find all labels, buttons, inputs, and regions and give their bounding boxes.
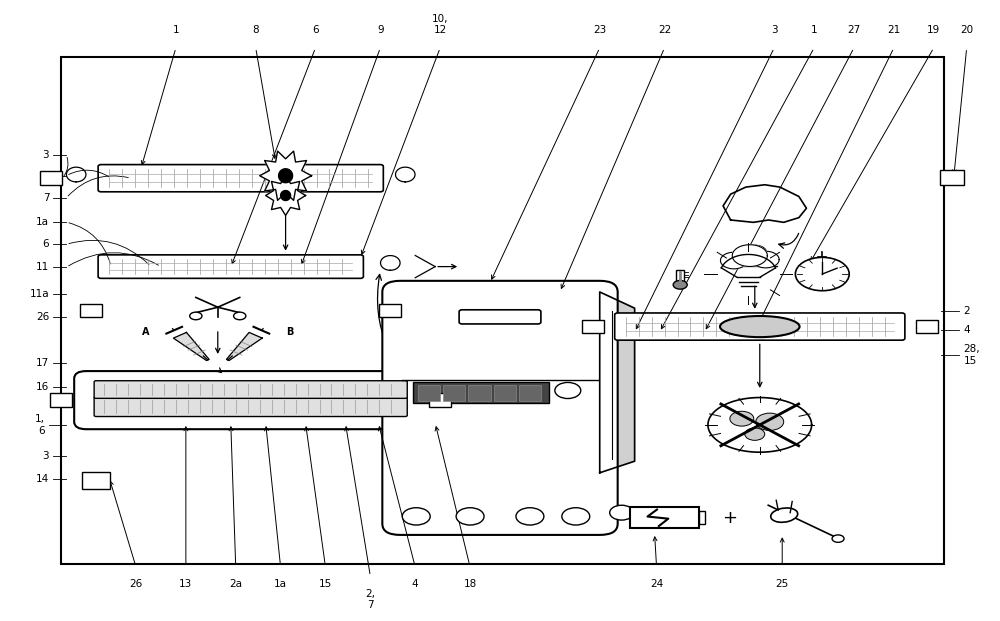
Bar — [80, 304, 102, 317]
Text: 1a: 1a — [274, 579, 287, 589]
Text: 16: 16 — [36, 381, 49, 392]
Bar — [916, 320, 938, 333]
Text: 2a: 2a — [229, 579, 242, 589]
Text: 3: 3 — [771, 25, 778, 35]
Polygon shape — [600, 292, 635, 473]
Text: 10,
12: 10, 12 — [432, 14, 448, 35]
FancyBboxPatch shape — [94, 397, 407, 417]
FancyBboxPatch shape — [615, 313, 905, 340]
Text: 3: 3 — [43, 451, 49, 461]
FancyBboxPatch shape — [382, 281, 618, 535]
Text: 26: 26 — [36, 312, 49, 322]
Ellipse shape — [771, 508, 798, 522]
Polygon shape — [742, 245, 767, 260]
Text: 19: 19 — [927, 25, 940, 35]
Text: 1: 1 — [173, 25, 179, 35]
Polygon shape — [752, 252, 779, 268]
Polygon shape — [173, 332, 209, 361]
Circle shape — [610, 505, 634, 520]
Text: 18: 18 — [463, 579, 477, 589]
Circle shape — [190, 312, 202, 320]
Text: 23: 23 — [593, 25, 606, 35]
Circle shape — [516, 508, 544, 525]
Circle shape — [234, 312, 246, 320]
FancyBboxPatch shape — [74, 371, 427, 429]
Text: 1a: 1a — [36, 217, 49, 227]
Text: 9: 9 — [377, 25, 384, 35]
Text: 6: 6 — [312, 25, 319, 35]
Text: 27: 27 — [847, 25, 861, 35]
Bar — [429, 393, 451, 407]
Bar — [699, 511, 705, 524]
Bar — [82, 472, 110, 489]
Text: 1,
6: 1, 6 — [35, 414, 45, 436]
Bar — [582, 320, 604, 333]
Text: 6: 6 — [43, 239, 49, 250]
Bar — [50, 393, 72, 407]
Text: 22: 22 — [658, 25, 671, 35]
Text: 8: 8 — [252, 25, 259, 35]
Circle shape — [745, 428, 765, 440]
Polygon shape — [732, 245, 767, 266]
Bar — [413, 383, 549, 403]
Bar — [379, 304, 401, 317]
Text: 13: 13 — [179, 579, 192, 589]
Bar — [676, 270, 684, 284]
Bar — [61, 57, 944, 564]
Text: 21: 21 — [887, 25, 901, 35]
Bar — [40, 171, 62, 185]
Text: 11a: 11a — [30, 289, 49, 299]
Polygon shape — [226, 332, 262, 361]
Bar — [519, 385, 541, 401]
Circle shape — [402, 508, 430, 525]
Bar — [630, 507, 699, 528]
FancyBboxPatch shape — [98, 255, 363, 278]
Circle shape — [456, 508, 484, 525]
Text: 14: 14 — [36, 474, 49, 484]
FancyBboxPatch shape — [459, 310, 541, 324]
Circle shape — [795, 257, 849, 291]
Polygon shape — [281, 191, 291, 201]
Ellipse shape — [720, 316, 800, 337]
Circle shape — [730, 411, 754, 426]
Text: 1: 1 — [811, 25, 817, 35]
Text: 26: 26 — [129, 579, 143, 589]
Bar — [494, 385, 516, 401]
Text: 25: 25 — [776, 579, 789, 589]
Text: 11: 11 — [36, 262, 49, 272]
Circle shape — [832, 535, 844, 542]
Text: 7: 7 — [43, 193, 49, 203]
FancyBboxPatch shape — [94, 381, 407, 398]
Text: 20: 20 — [960, 25, 973, 35]
FancyBboxPatch shape — [98, 165, 383, 192]
Text: 28,
15: 28, 15 — [964, 344, 980, 366]
Text: B: B — [286, 327, 293, 337]
Circle shape — [562, 508, 590, 525]
Circle shape — [673, 281, 687, 289]
Polygon shape — [720, 252, 747, 269]
Text: 24: 24 — [650, 579, 663, 589]
Circle shape — [555, 383, 581, 399]
Polygon shape — [279, 169, 293, 183]
Text: 17: 17 — [36, 358, 49, 368]
Text: 2,
7: 2, 7 — [365, 589, 375, 610]
Text: 4: 4 — [964, 325, 970, 335]
Circle shape — [756, 413, 784, 430]
Text: 15: 15 — [319, 579, 332, 589]
Bar — [418, 385, 440, 401]
Text: +: + — [722, 509, 737, 527]
Bar — [443, 385, 465, 401]
Bar — [468, 385, 491, 401]
Text: 5: 5 — [43, 171, 49, 181]
Text: 2: 2 — [964, 306, 970, 315]
Polygon shape — [260, 151, 312, 201]
Bar — [940, 170, 964, 185]
Text: 4: 4 — [412, 579, 419, 589]
Text: A: A — [142, 327, 150, 337]
Text: 3: 3 — [43, 150, 49, 160]
Polygon shape — [266, 176, 306, 215]
